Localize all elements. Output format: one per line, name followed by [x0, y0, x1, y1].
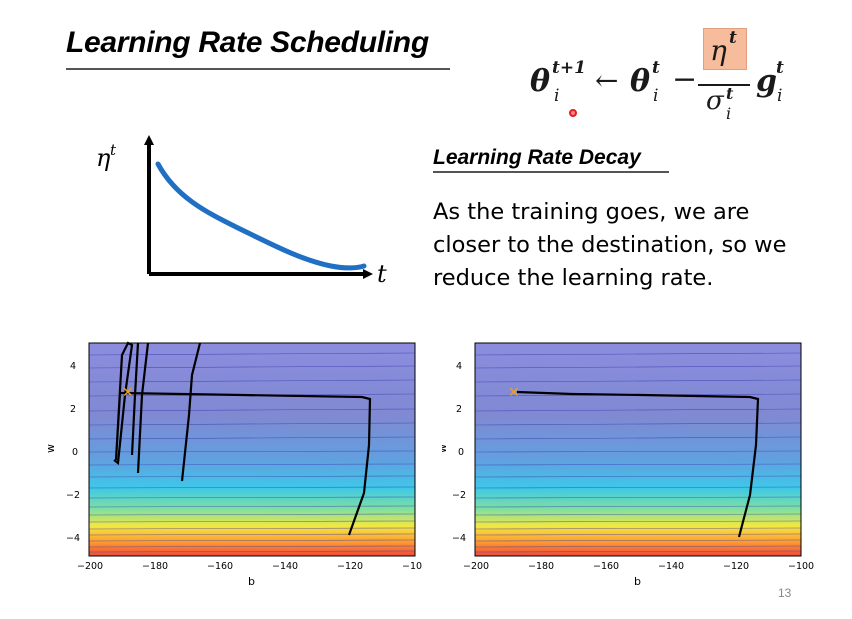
- eta-numerator: η: [710, 34, 727, 67]
- x-tick: −120: [723, 561, 749, 572]
- contour-lines: [474, 352, 802, 553]
- y-axis-label: w: [442, 444, 449, 453]
- optimization-path: [516, 390, 760, 538]
- minus-sign: −: [672, 62, 698, 97]
- contour-background: [89, 343, 415, 556]
- update-formula: θ t+1 i ← θ t i − η t σ t i g t i: [530, 28, 830, 128]
- y-tick: 2: [70, 404, 76, 415]
- page-number: 13: [778, 586, 792, 600]
- optimum-marker: ✕: [508, 384, 520, 400]
- plot-frame: [474, 342, 802, 557]
- x-axis-label: b: [634, 575, 641, 588]
- y-tick: −4: [452, 533, 466, 544]
- slide-title: Learning Rate Scheduling: [66, 26, 429, 59]
- y-tick: 4: [456, 361, 462, 372]
- x-tick: −100: [788, 561, 814, 572]
- x-tick: −120: [337, 561, 363, 572]
- gradient-g: g: [756, 64, 777, 99]
- x-tick: −140: [658, 561, 684, 572]
- x-axis-label: b: [248, 575, 255, 588]
- x-tick: −200: [463, 561, 489, 572]
- x-tick: −200: [77, 561, 103, 572]
- sigma-denominator: σ: [706, 86, 724, 116]
- decay-curve: [155, 161, 367, 271]
- sigma-sup: t: [726, 84, 734, 103]
- t-axis-label: t: [377, 260, 387, 288]
- theta-old-sub: i: [653, 86, 659, 106]
- optimization-path: [113, 341, 372, 536]
- y-tick: −4: [66, 533, 80, 544]
- description-text: As the training goes, we are closer to t…: [433, 196, 833, 295]
- y-tick: 0: [72, 447, 78, 458]
- x-tick: −140: [272, 561, 298, 572]
- theta-new-sub: i: [554, 86, 560, 106]
- y-tick: 0: [458, 447, 464, 458]
- eta-axis-label: η: [96, 144, 111, 172]
- contour-plot-lr-decay: ✕ 4 2 0 −2 −4 −200 −180 −160 −140 −120 −…: [442, 342, 814, 588]
- learning-rate-decay-sketch: η t t: [96, 135, 387, 288]
- section-subtitle: Learning Rate Decay: [433, 146, 641, 169]
- contour-plot-fixed-lr: ✕ 4 2 0 −2 −4 −200 −180 −160 −140 −120 −…: [44, 341, 422, 588]
- theta-old: θ: [630, 64, 651, 99]
- cursor-pointer-dot: [569, 109, 577, 117]
- eta-highlight-box: [703, 28, 747, 70]
- y-tick: −2: [66, 490, 80, 501]
- g-sub: i: [777, 86, 783, 106]
- y-axis-label: w: [44, 444, 57, 453]
- description-line: closer to the destination, so we: [433, 232, 787, 258]
- x-tick: −160: [593, 561, 619, 572]
- g-sup: t: [776, 58, 784, 78]
- x-tick: −100: [402, 561, 422, 572]
- y-tick: 4: [70, 361, 76, 372]
- eta-sup: t: [729, 28, 737, 48]
- theta-new-sup: t+1: [552, 58, 586, 78]
- contour-background: [475, 343, 801, 556]
- optimum-marker: ✕: [122, 384, 134, 400]
- subtitle-underline: [433, 171, 669, 173]
- x-tick: −180: [142, 561, 168, 572]
- y-tick: −2: [452, 490, 466, 501]
- x-tick: −180: [528, 561, 554, 572]
- theta-new: θ: [530, 64, 551, 99]
- y-tick: 2: [456, 404, 462, 415]
- sigma-sub: i: [726, 104, 732, 123]
- assign-arrow: ←: [595, 64, 619, 97]
- theta-old-sup: t: [652, 58, 660, 78]
- description-line: As the training goes, we are: [433, 199, 750, 225]
- title-underline: [66, 68, 450, 70]
- x-tick: −160: [207, 561, 233, 572]
- description-line: reduce the learning rate.: [433, 265, 714, 291]
- eta-axis-label-sup: t: [110, 141, 117, 159]
- fraction-bar: [698, 84, 750, 86]
- plot-frame: [88, 342, 416, 557]
